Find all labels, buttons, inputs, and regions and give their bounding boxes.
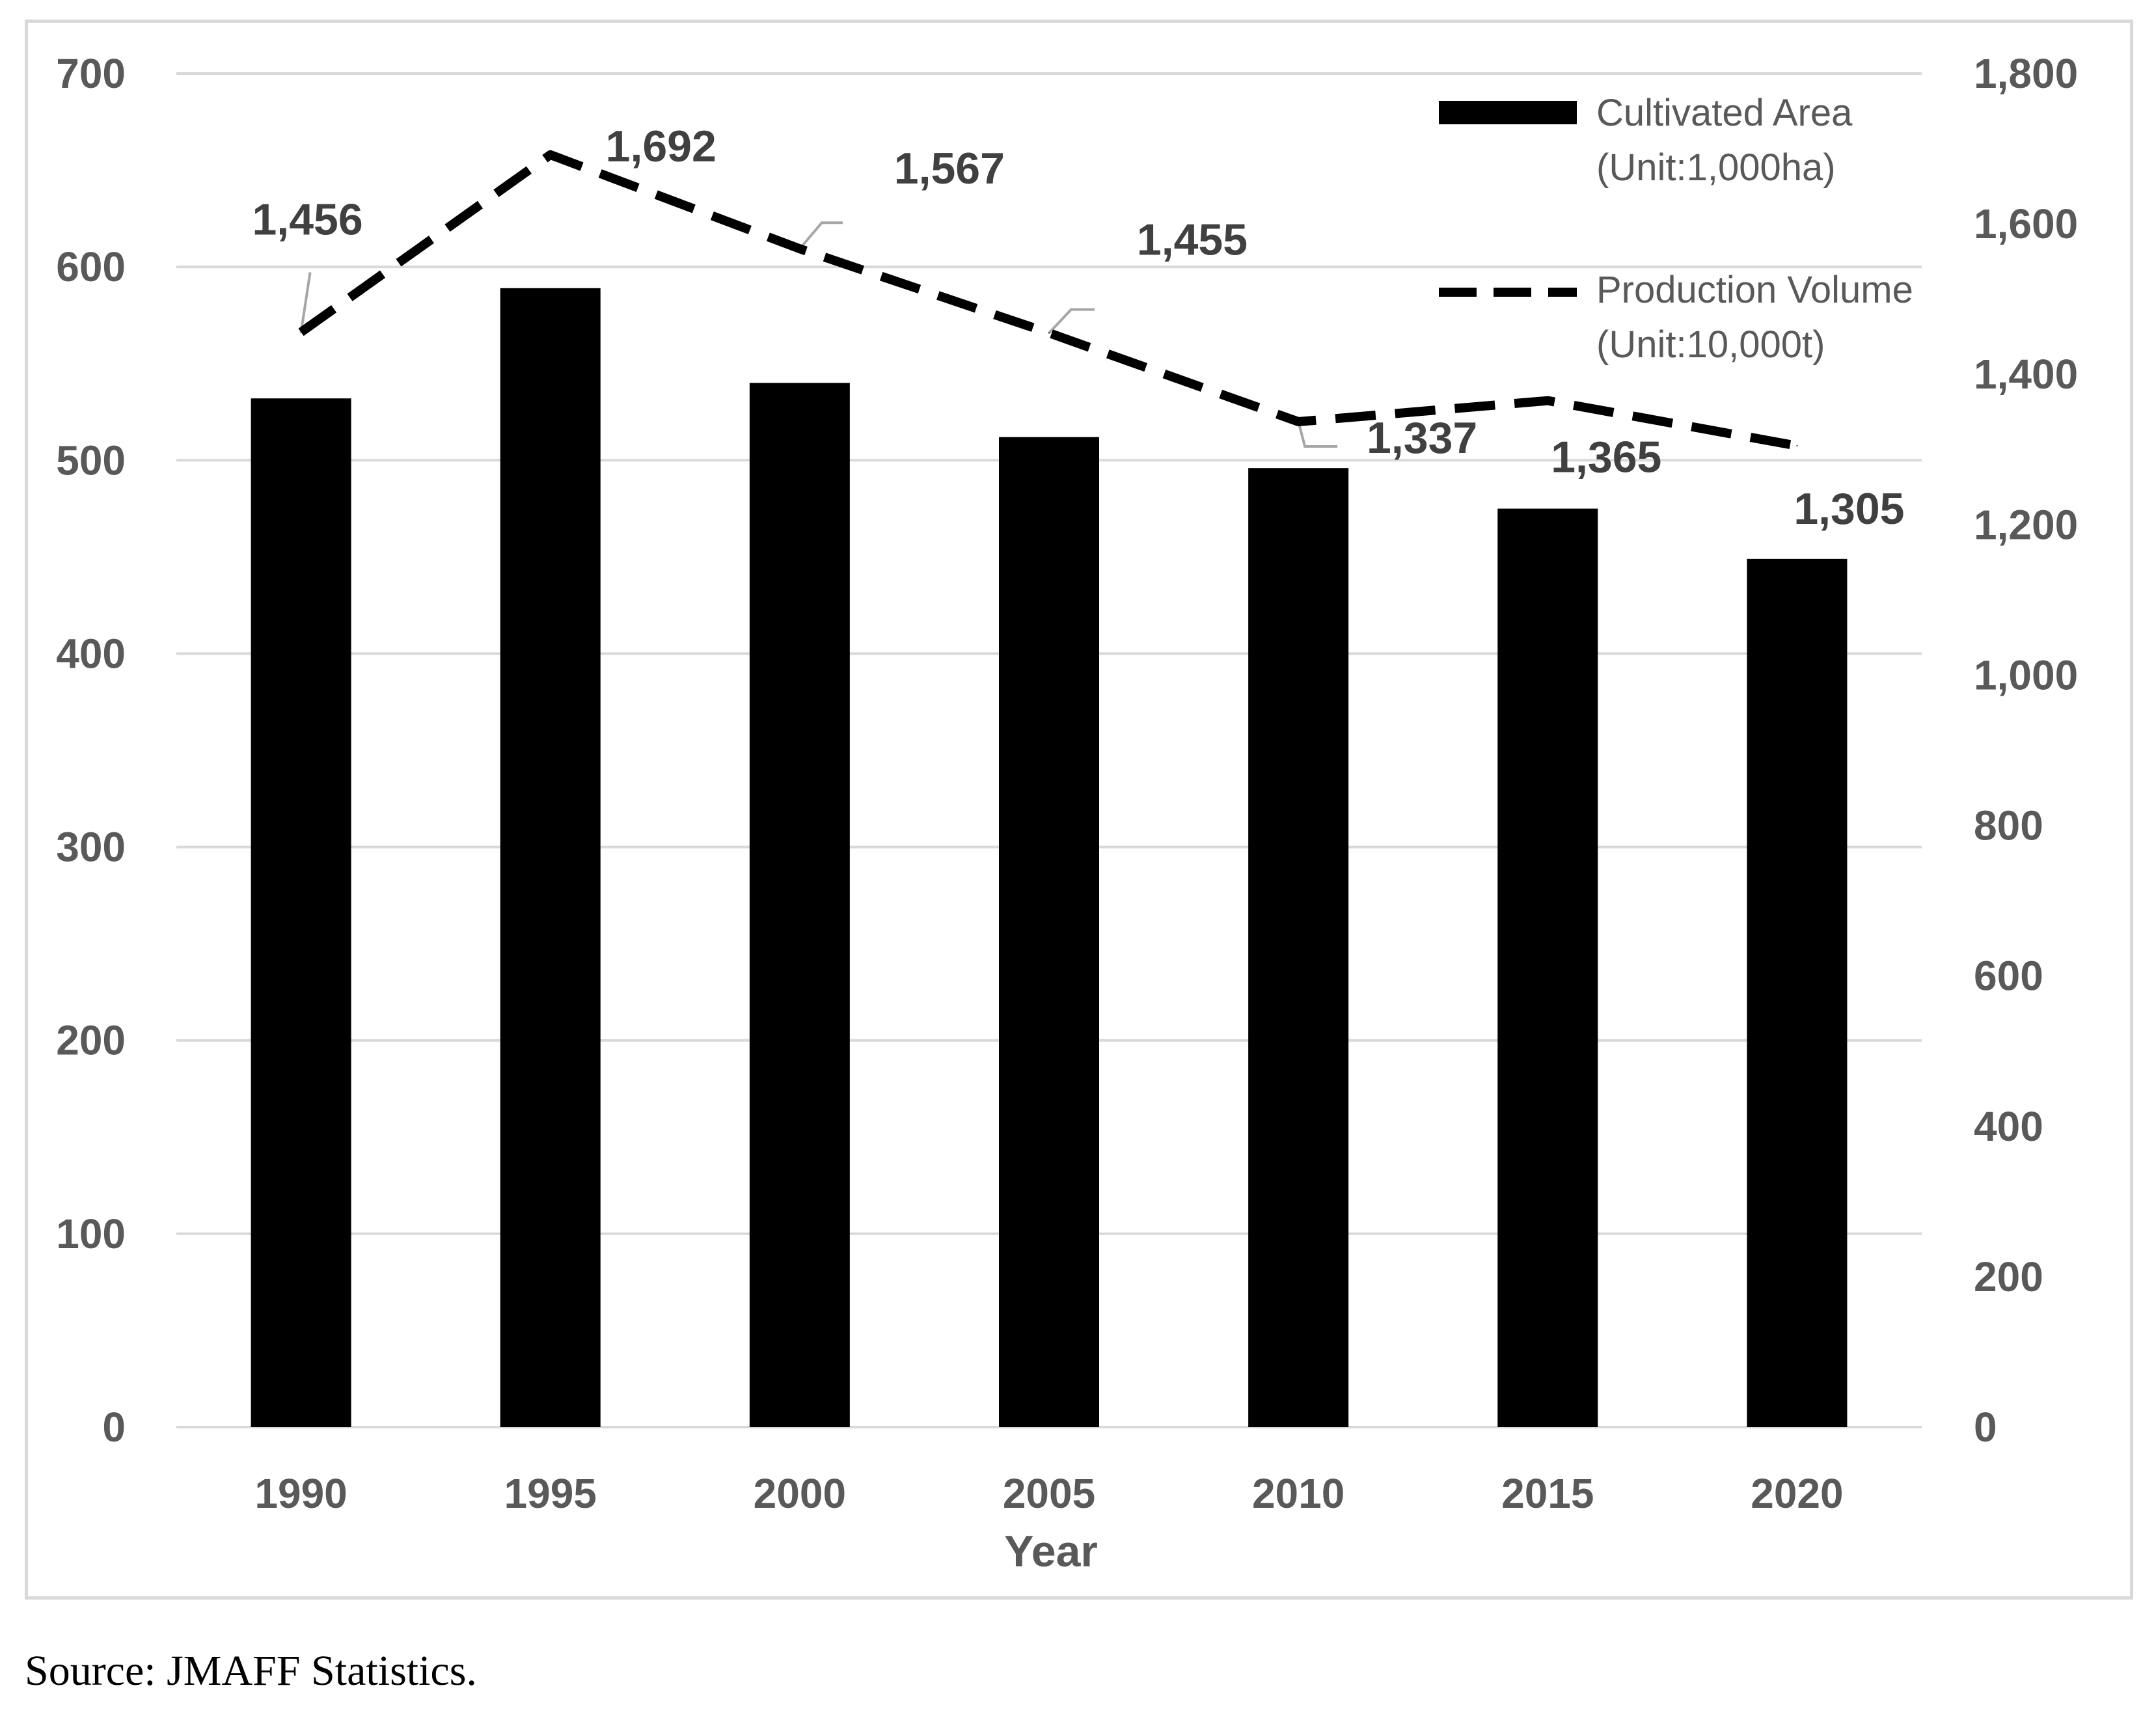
right-axis-ticks: 0 200 400 600 800 1,000 1,200 1,400 1,600 1,800 (1974, 50, 2078, 1451)
chart-svg: 0 100 200 300 400 500 600 700 0 200 400 600 800 1,00… (56, 50, 2078, 1576)
y-left-tick-label: 100 (56, 1210, 126, 1257)
legend-unit-cultivated-area: (Unit:1,000ha) (1596, 146, 1836, 189)
bar-series-cultivated-area (251, 288, 1848, 1428)
y-left-tick-label: 700 (56, 50, 126, 97)
line-point (798, 248, 800, 250)
line-data-label: 1,567 (894, 144, 1005, 193)
x-tick-label: 2000 (754, 1470, 846, 1517)
y-right-tick-label: 1,800 (1974, 50, 2078, 97)
label-leader-lines (299, 221, 1338, 448)
x-tick-label: 1995 (504, 1470, 597, 1517)
y-right-tick-label: 0 (1974, 1404, 1997, 1451)
line-point (1547, 400, 1549, 402)
x-axis-ticks: 1990 1995 2000 2005 2010 2015 2020 (254, 1470, 1843, 1517)
legend-unit-production-volume: (Unit:10,000t) (1596, 323, 1825, 366)
line-series-production-volume (298, 150, 1798, 450)
label-leader-line (798, 221, 843, 250)
line-data-label: 1,456 (252, 195, 362, 245)
y-right-tick-label: 1,400 (1974, 351, 2078, 398)
legend-swatch-bar (1439, 101, 1577, 124)
bar (1747, 558, 1848, 1427)
left-axis-ticks: 0 100 200 300 400 500 600 700 (56, 50, 126, 1451)
line-data-label: 1,692 (606, 122, 716, 171)
y-left-tick-label: 300 (56, 824, 126, 871)
line-data-label: 1,305 (1794, 484, 1904, 534)
y-left-tick-label: 500 (56, 437, 126, 484)
bar (749, 383, 850, 1427)
line-point (1048, 332, 1050, 334)
line-data-label: 1,365 (1551, 433, 1661, 482)
bar (999, 437, 1099, 1427)
label-leader-line (1297, 421, 1338, 448)
x-tick-label: 2015 (1501, 1470, 1594, 1517)
chart-frame: 0 100 200 300 400 500 600 700 0 200 400 600 800 1,00… (25, 20, 2133, 1600)
y-left-tick-label: 0 (102, 1404, 126, 1451)
y-right-tick-label: 1,000 (1974, 651, 2078, 698)
x-axis-title: Year (1004, 1527, 1098, 1576)
legend-label-production-volume: Production Volume (1596, 269, 1913, 311)
line-data-label: 1,455 (1137, 215, 1248, 265)
line-point (1796, 445, 1798, 446)
legend: Cultivated Area (Unit:1,000ha) Productio… (1439, 92, 1913, 366)
legend-label-cultivated-area: Cultivated Area (1596, 92, 1853, 134)
x-tick-label: 2010 (1252, 1470, 1344, 1517)
bar (251, 398, 351, 1428)
y-right-tick-label: 200 (1974, 1253, 2043, 1300)
y-left-tick-label: 200 (56, 1017, 126, 1064)
y-left-tick-label: 400 (56, 630, 126, 677)
x-tick-label: 2005 (1003, 1470, 1095, 1517)
line-data-labels: 1,456 1,692 1,567 1,455 1,337 1,365 1,305 (252, 122, 1904, 534)
line-point (1298, 421, 1300, 423)
line-point (549, 154, 551, 156)
bar (1248, 468, 1349, 1428)
y-right-tick-label: 1,600 (1974, 200, 2078, 247)
y-right-tick-label: 1,200 (1974, 501, 2078, 548)
x-tick-label: 1990 (254, 1470, 347, 1517)
line-data-label: 1,337 (1367, 413, 1477, 463)
label-leader-line (299, 272, 312, 333)
bar (1497, 508, 1598, 1427)
y-right-tick-label: 800 (1974, 802, 2043, 849)
source-note: Source: JMAFF Statistics. (25, 1647, 477, 1695)
y-right-tick-label: 600 (1974, 953, 2043, 1000)
y-left-tick-label: 600 (56, 243, 126, 290)
x-tick-label: 2020 (1751, 1470, 1843, 1517)
y-right-tick-label: 400 (1974, 1103, 2043, 1150)
line-point (300, 331, 302, 333)
bar (500, 288, 601, 1427)
label-leader-line (1048, 308, 1095, 334)
